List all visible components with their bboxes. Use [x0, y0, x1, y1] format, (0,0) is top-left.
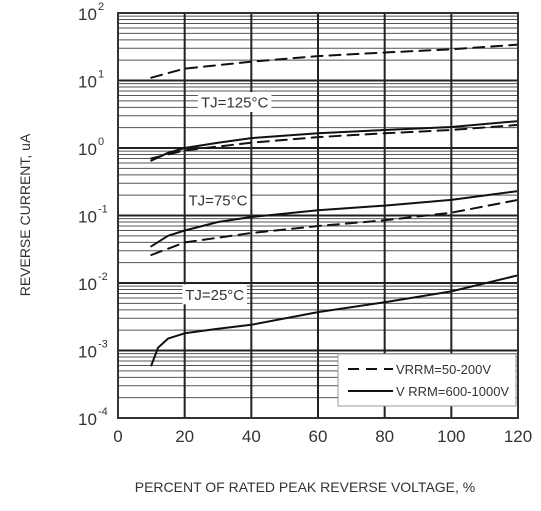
x-tick-label: 0 [113, 427, 122, 446]
x-tick-label: 60 [309, 427, 328, 446]
y-tick-exponent: 0 [98, 136, 104, 148]
y-tick-base: 10 [78, 208, 97, 227]
series-line-dashed-4 [150, 198, 519, 256]
series-line-dashed-0 [150, 43, 519, 79]
legend-label: VRRM=50-200V [396, 362, 491, 377]
y-tick-exponent: 1 [98, 69, 104, 81]
annotation-bg [197, 92, 272, 113]
y-tick-exponent: -2 [98, 271, 108, 283]
y-tick-label: 10 0 [78, 136, 104, 159]
y-tick-label: 10 -2 [78, 271, 108, 294]
series-layer [150, 43, 519, 367]
annotation-bg [185, 189, 251, 210]
x-tick-label: 40 [242, 427, 261, 446]
x-tick-label: 80 [375, 427, 394, 446]
temperature-label: TJ=75°C [189, 192, 248, 209]
x-tick-label: 100 [437, 427, 465, 446]
y-tick-label: 10 -1 [78, 204, 108, 227]
y-tick-exponent: 2 [98, 1, 104, 13]
legend: VRRM=50-200V V RRM=600-1000V [337, 353, 517, 407]
y-tick-base: 10 [78, 140, 97, 159]
legend-box [337, 353, 517, 407]
y-tick-label: 10 1 [78, 69, 104, 92]
x-tick-label: 20 [175, 427, 194, 446]
x-axis-label: PERCENT OF RATED PEAK REVERSE VOLTAGE, % [135, 479, 475, 495]
annotations: TJ=125°C TJ=75°C TJ=25°C [182, 92, 272, 305]
plot-frame [117, 12, 519, 419]
series-line-solid-3 [150, 190, 519, 248]
series-line-dashed-2 [150, 123, 519, 160]
y-tick-exponent: -3 [98, 339, 108, 351]
x-tick-label: 120 [504, 427, 532, 446]
y-tick-label: 10 -3 [78, 339, 108, 362]
y-tick-base: 10 [78, 5, 97, 24]
temperature-label: TJ=25°C [185, 287, 244, 304]
y-tick-label: 10 -4 [78, 406, 108, 429]
temperature-label: TJ=125°C [201, 95, 268, 112]
y-tick-base: 10 [78, 73, 97, 92]
y-tick-exponent: -4 [98, 406, 108, 418]
x-tick-labels: 0 20 40 60 80 100 120 [113, 427, 532, 446]
series-line-solid-5 [150, 274, 519, 367]
legend-label: V RRM=600-1000V [396, 384, 509, 399]
y-tick-base: 10 [78, 410, 97, 429]
y-tick-base: 10 [78, 343, 97, 362]
annotation-bg [182, 284, 247, 305]
y-tick-label: 10 2 [78, 1, 104, 24]
y-tick-base: 10 [78, 275, 97, 294]
y-tick-exponent: -1 [98, 204, 108, 216]
y-axis-label: REVERSE CURRENT, uA [17, 133, 33, 296]
series-line-solid-1 [150, 120, 519, 162]
